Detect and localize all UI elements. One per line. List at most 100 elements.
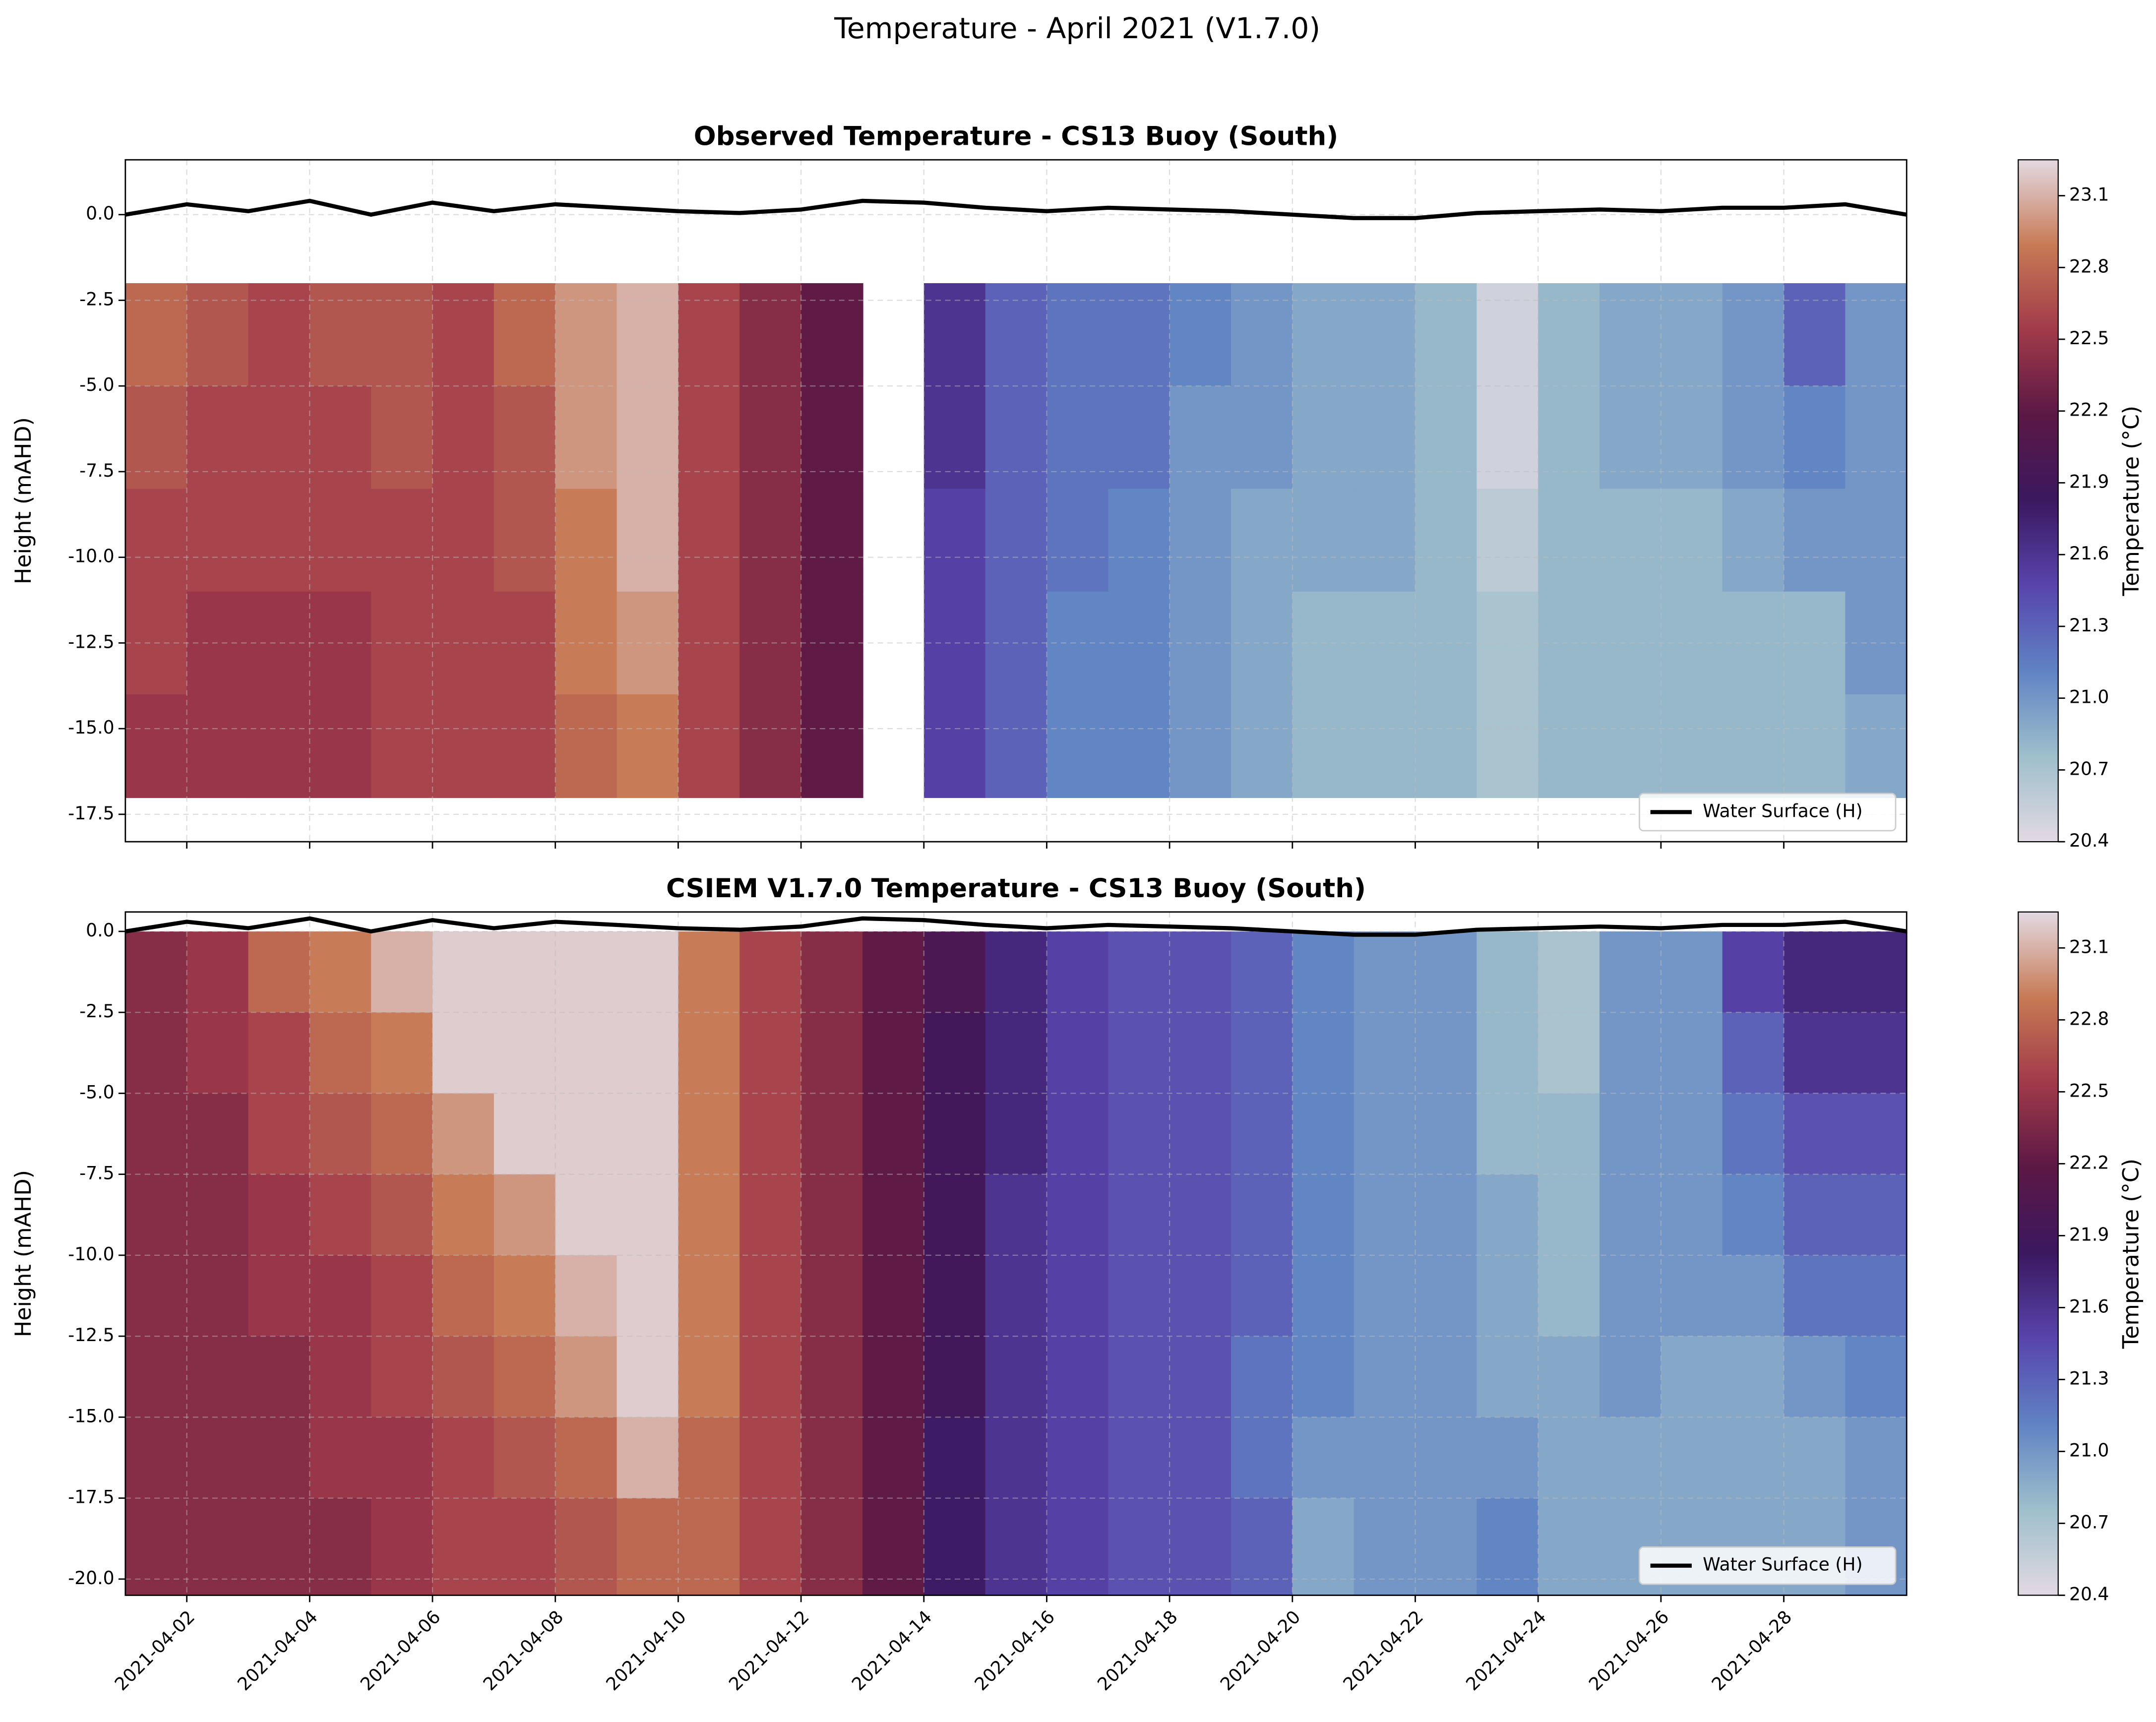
heatmap-cell — [862, 1417, 925, 1499]
y-tick-label: 0.0 — [86, 203, 114, 224]
heatmap-cell — [1231, 489, 1294, 593]
heatmap-cell — [1354, 1012, 1417, 1095]
heatmap-cell — [1538, 283, 1601, 387]
colorbar-tick-label: 20.4 — [2069, 830, 2109, 851]
heatmap-cell — [1477, 1336, 1539, 1418]
heatmap-cell — [1292, 1336, 1355, 1418]
heatmap-cell — [1170, 1498, 1232, 1596]
colorbar-tick-label: 21.3 — [2069, 1367, 2109, 1389]
heatmap-cell — [739, 1012, 802, 1095]
heatmap-cell — [985, 386, 1048, 490]
heatmap-cell — [432, 1174, 495, 1256]
heatmap-cell — [555, 931, 618, 1013]
heatmap-cell — [924, 1417, 986, 1499]
heatmap-cell — [309, 1417, 372, 1499]
heatmap-cell — [801, 386, 863, 490]
heatmap-cell — [125, 386, 188, 490]
heatmap-cell — [1415, 931, 1478, 1013]
heatmap-cell — [1722, 1093, 1785, 1175]
heatmap-cell — [1292, 386, 1355, 490]
x-tick-label: 2021-04-08 — [479, 1606, 568, 1695]
heatmap-cell — [678, 1093, 740, 1175]
heatmap-cell — [678, 1012, 740, 1095]
heatmap-cell — [1108, 1336, 1170, 1418]
heatmap-cell — [1047, 1174, 1109, 1256]
heatmap-cell — [1477, 931, 1539, 1013]
heatmap-cell — [1784, 1174, 1847, 1256]
heatmap-cell — [493, 1255, 556, 1337]
heatmap-cell — [1477, 1012, 1539, 1095]
heatmap-cell — [248, 1417, 310, 1499]
colorbar — [2018, 911, 2059, 1596]
heatmap-cell — [248, 1174, 310, 1256]
heatmap-cell — [125, 283, 188, 387]
colorbar-tick-label: 21.0 — [2069, 686, 2109, 708]
y-tick-label: 0.0 — [86, 920, 114, 941]
heatmap-cell — [1292, 931, 1355, 1013]
colorbar-tick-label: 20.7 — [2069, 758, 2109, 779]
heatmap-cell — [1354, 1255, 1417, 1337]
heatmap-cell — [1784, 694, 1847, 798]
colorbar-label: Temperature (°C) — [2119, 1159, 2144, 1350]
heatmap-cell — [1722, 1336, 1785, 1418]
colorbar-tick-label: 22.2 — [2069, 399, 2109, 421]
heatmap-cell — [1538, 489, 1601, 593]
heatmap-cell — [1415, 1417, 1478, 1499]
colorbar-tick-label: 21.6 — [2069, 543, 2109, 564]
heatmap-cell — [985, 1255, 1048, 1337]
heatmap-cell — [1845, 1093, 1907, 1175]
heatmap-cell — [125, 1174, 188, 1256]
legend-label: Water Surface (H) — [1703, 800, 1862, 821]
heatmap-cell — [186, 694, 249, 798]
heatmap-cell — [739, 386, 802, 490]
x-tick-label: 2021-04-12 — [725, 1606, 813, 1695]
heatmap-cell — [1231, 1336, 1294, 1418]
heatmap-cell — [1600, 1417, 1662, 1499]
heatmap-cell — [924, 694, 986, 798]
heatmap-cell — [371, 1093, 433, 1175]
heatmap-cell — [186, 1498, 249, 1596]
y-tick-label: -17.5 — [68, 1486, 114, 1508]
heatmap-cell — [616, 489, 679, 593]
heatmap-cell — [678, 1336, 740, 1418]
heatmap-cell — [985, 1093, 1048, 1175]
heatmap-cell — [739, 1093, 802, 1175]
heatmap-cell — [1538, 1417, 1601, 1499]
heatmap-cell — [801, 1417, 863, 1499]
heatmap-cell — [186, 283, 249, 387]
heatmap-cell — [1170, 1417, 1232, 1499]
heatmap-cell — [1477, 1498, 1539, 1596]
heatmap-cell — [1108, 1012, 1170, 1095]
plot-frame — [124, 911, 1908, 1596]
heatmap-cell — [1108, 386, 1170, 490]
heatmap-cell — [924, 1336, 986, 1418]
heatmap-cell — [1415, 694, 1478, 798]
heatmap-cell — [1415, 1336, 1478, 1418]
plot-area — [125, 912, 1907, 1596]
heatmap-cell — [1784, 386, 1847, 490]
heatmap-cell — [616, 1012, 679, 1095]
heatmap-cell — [1292, 1012, 1355, 1095]
heatmap-cell — [1170, 931, 1232, 1013]
panel-title: Observed Temperature - CS13 Buoy (South) — [694, 121, 1338, 151]
heatmap-cell — [248, 694, 310, 798]
heatmap-cell — [1354, 931, 1417, 1013]
heatmap-cell — [1661, 1093, 1724, 1175]
heatmap-cell — [1845, 1174, 1907, 1256]
heatmap-cell — [1354, 283, 1417, 387]
heatmap-cell — [1845, 283, 1907, 387]
heatmap-cell — [1600, 694, 1662, 798]
heatmap-cell — [1292, 1498, 1355, 1596]
heatmap-cell — [1722, 283, 1785, 387]
heatmap-cell — [1292, 283, 1355, 387]
heatmap-cell — [1661, 1255, 1724, 1337]
heatmap-cell — [1415, 489, 1478, 593]
heatmap-cell — [1231, 1255, 1294, 1337]
plot-area — [125, 160, 1907, 842]
figure-title: Temperature - April 2021 (V1.7.0) — [834, 11, 1320, 45]
heatmap-cell — [555, 386, 618, 490]
y-tick-label: -20.0 — [68, 1567, 114, 1589]
heatmap-cell — [309, 489, 372, 593]
heatmap-cell — [1354, 1498, 1417, 1596]
heatmap-cell — [1170, 1336, 1232, 1418]
